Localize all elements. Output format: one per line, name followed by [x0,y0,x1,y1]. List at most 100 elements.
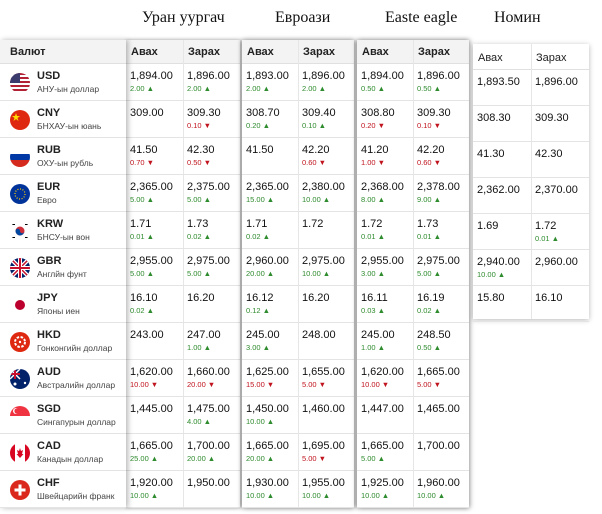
rate-row: 16.12 16.20 0.12 ▲ [242,286,354,323]
arrow-down-icon: ▼ [318,380,327,389]
currency-code: USD [37,70,61,82]
arrow-up-icon: ▲ [377,269,386,278]
column-divider [531,44,532,319]
buy-rate: 2,365.00 [246,181,289,193]
buy-change-value: 0.20 [361,121,376,130]
sell-rate: 1,896.00 [535,76,578,88]
sell-rate: 1,665.00 [417,366,460,378]
sell-change: 10.00 ▲ [417,491,445,500]
currency-code: JPY [37,292,58,304]
rate-row: 41.20 42.20 1.00 ▼ 0.60 ▼ [357,138,469,175]
arrow-up-icon: ▲ [377,84,386,93]
sell-change: 10.00 ▲ [302,269,330,278]
buy-change-value: 10.00 [130,491,149,500]
sell-change-value: 1.00 [187,343,202,352]
buy-rate: 2,955.00 [130,255,173,267]
arrow-down-icon: ▼ [433,158,442,167]
currency-name: Канадын доллар [37,454,104,464]
rate-row: 1,665.00 1,700.00 25.00 ▲ 20.00 ▲ [126,434,240,471]
sell-change: 0.10 ▼ [187,121,211,130]
buy-rate: 1,894.00 [130,70,173,82]
arrow-up-icon: ▲ [203,269,212,278]
sell-change-value: 10.00 [302,491,321,500]
buy-rate: 309.00 [130,107,164,119]
buy-change: 1.00 ▲ [361,343,385,352]
arrow-down-icon: ▼ [203,121,212,130]
sell-change-value: 10.00 [417,491,436,500]
japan-flag-icon [10,295,30,315]
arrow-down-icon: ▼ [266,380,275,389]
sell-change: 2.00 ▲ [302,84,326,93]
sell-rate: 1.72 [535,220,557,232]
sell-rate: 247.00 [187,329,221,341]
sell-change-value: 0.50 [187,158,202,167]
bank-panel-easteagle: Авах Зарах 1,894.00 1,896.00 0.50 ▲ 0.50 ▲ 308.8… [357,40,469,508]
rate-row: 16.10 16.20 0.02 ▲ [126,286,240,323]
currency-name: Японы иен [37,306,80,316]
buy-change: 10.00 ▲ [130,491,158,500]
buy-rate: 1,447.00 [361,403,404,415]
eu-flag-icon [10,184,30,204]
currency-name: Швейцарийн франк [37,491,115,501]
sell-change-value: 0.02 [187,232,202,241]
sell-header: Зарах [188,46,220,58]
sell-change-value: 0.02 [417,306,432,315]
australia-flag-icon [10,369,30,389]
sell-change-value: 9.00 [417,195,432,204]
sell-change-value: 10.00 [302,195,321,204]
rate-row: 1,450.00 1,460.00 10.00 ▲ [242,397,354,434]
currency-row: HKD Гонконгийн доллар [0,323,126,360]
sell-change-value: 5.00 [417,380,432,389]
buy-change-value: 0.03 [361,306,376,315]
sell-rate: 1,896.00 [187,70,230,82]
rate-row: 1,894.00 1,896.00 0.50 ▲ 0.50 ▲ [357,64,469,101]
arrow-up-icon: ▲ [203,417,212,426]
buy-rate: 308.80 [361,107,395,119]
currency-name: БНХАУ-ын юань [37,121,102,131]
sell-change: 5.00 ▲ [187,195,211,204]
buy-change: 0.01 ▲ [130,232,154,241]
sell-rate: 1.73 [417,218,439,230]
sell-change: 0.50 ▲ [417,343,441,352]
buy-rate: 15.80 [477,292,505,304]
sell-change: 4.00 ▲ [187,417,211,426]
sell-change: 0.01 ▲ [535,234,559,243]
buy-header: Авах [478,52,503,64]
buy-change-value: 20.00 [246,454,265,463]
rate-row: 41.50 42.30 0.70 ▼ 0.50 ▼ [126,138,240,175]
sell-rate: 2,378.00 [417,181,460,193]
buy-change: 0.70 ▼ [130,158,154,167]
buy-rate: 243.00 [130,329,164,341]
arrow-up-icon: ▲ [207,454,216,463]
arrow-down-icon: ▼ [207,380,216,389]
column-divider [413,40,414,508]
buy-rate: 1.71 [246,218,268,230]
currency-row: KRW БНСУ-ын вон [0,212,126,249]
currency-code: SGD [37,403,61,415]
sell-change: 9.00 ▲ [417,195,441,204]
buy-change: 5.00 ▲ [130,269,154,278]
rate-row: 2,368.00 2,378.00 8.00 ▲ 9.00 ▲ [357,175,469,212]
buy-rate: 16.11 [361,292,388,304]
currency-code: CHF [37,477,60,489]
buy-change: 0.50 ▲ [361,84,385,93]
arrow-up-icon: ▲ [146,269,155,278]
buy-change-value: 0.12 [246,306,261,315]
buy-change: 0.01 ▲ [361,232,385,241]
rate-row: 245.00 248.50 1.00 ▲ 0.50 ▲ [357,323,469,360]
rate-row: 2,955.00 2,975.00 3.00 ▲ 5.00 ▲ [357,249,469,286]
currency-name: Англйн фунт [37,269,87,279]
buy-change-value: 10.00 [130,380,149,389]
buy-rate: 308.70 [246,107,280,119]
buy-change-value: 3.00 [246,343,261,352]
russia-flag-icon [10,147,30,167]
buy-change-value: 20.00 [246,269,265,278]
arrow-down-icon: ▼ [377,158,386,167]
rate-row: 308.70 309.40 0.20 ▲ 0.10 ▲ [242,101,354,138]
currency-name: Гонконгийн доллар [37,343,113,353]
buy-change-value: 0.20 [246,121,261,130]
bank-panel-nomin: Авах Зарах 1,893.50 1,896.00 308.30 309.30 41.… [473,44,589,322]
buy-change-value: 10.00 [246,417,265,426]
sell-change-value: 5.00 [417,269,432,278]
sell-rate: 16.20 [187,292,215,304]
